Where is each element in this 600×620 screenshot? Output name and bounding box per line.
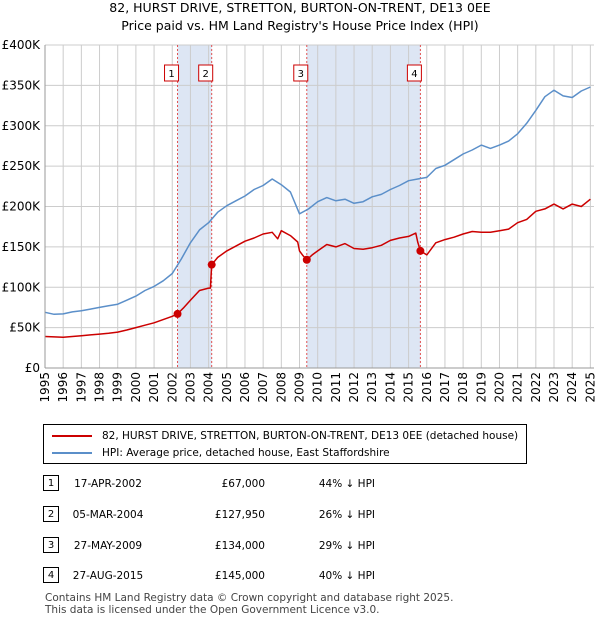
x-tick-label: 2019 xyxy=(474,372,488,403)
x-tick-label: 2020 xyxy=(492,372,506,403)
transaction-hpi: 40% ↓ HPI xyxy=(318,570,375,582)
sale-label-box xyxy=(198,64,214,82)
y-tick-label: £150K xyxy=(2,240,42,254)
sale-marker xyxy=(173,309,182,318)
x-tick-label: 2023 xyxy=(547,372,561,403)
gridlines xyxy=(44,44,594,369)
x-tick-label: 2012 xyxy=(347,372,361,403)
x-tick-label: 2006 xyxy=(238,372,252,403)
sale-label: 2 xyxy=(203,69,209,80)
sale-marker xyxy=(416,246,425,255)
sale-label: 1 xyxy=(168,69,174,80)
transaction-date: 05-MAR-2004 xyxy=(72,509,144,521)
x-tick-label: 2021 xyxy=(511,372,525,403)
transaction-date: 27-MAY-2009 xyxy=(73,540,143,552)
x-tick-label: 2013 xyxy=(365,372,379,403)
transaction-number: 1 xyxy=(43,475,59,491)
sale-label-box xyxy=(164,64,180,82)
sale-labels: 1 2 3 4 xyxy=(164,64,422,82)
x-tick-label: 2011 xyxy=(329,372,343,403)
legend-label-hpi: HPI: Average price, detached house, East… xyxy=(102,447,390,459)
footer-copyright: Contains HM Land Registry data © Crown c… xyxy=(45,592,454,604)
y-tick-label: £250K xyxy=(2,159,42,173)
sale-marker xyxy=(207,260,216,269)
x-tick-label: 2024 xyxy=(565,372,579,403)
axes: £0 £50K £100K £150K £200K £250K £300K £350K £400… xyxy=(2,38,598,403)
transaction-number: 2 xyxy=(43,506,59,522)
y-tick-label: £50K xyxy=(9,321,41,335)
y-tick-label: £0 xyxy=(25,361,40,375)
transaction-row: 2 05-MAR-2004 £127,950 26% ↓ HPI xyxy=(0,506,600,526)
transaction-number: 3 xyxy=(43,537,59,553)
y-tick-label: £300K xyxy=(2,119,42,133)
legend-swatch-red xyxy=(52,435,92,437)
sale-label-box xyxy=(293,64,309,82)
sale-label-box xyxy=(406,64,422,82)
sale-marker xyxy=(302,255,311,264)
sale-label: 4 xyxy=(411,69,417,80)
x-tick-label: 2009 xyxy=(293,372,307,403)
transaction-price: £67,000 xyxy=(221,478,265,490)
legend-item-property: 82, HURST DRIVE, STRETTON, BURTON-ON-TRE… xyxy=(52,428,518,444)
y-tick-label: £350K xyxy=(2,78,42,92)
transaction-price: £145,000 xyxy=(214,570,265,582)
x-tick-label: 2016 xyxy=(420,372,434,403)
y-tick-label: £400K xyxy=(2,38,42,52)
x-tick-label: 2003 xyxy=(183,372,197,403)
transaction-hpi: 26% ↓ HPI xyxy=(318,509,375,521)
transaction-row: 1 17-APR-2002 £67,000 44% ↓ HPI xyxy=(0,475,600,495)
transaction-row: 4 27-AUG-2015 £145,000 40% ↓ HPI xyxy=(0,567,600,587)
legend-swatch-blue xyxy=(52,452,92,454)
x-tick-label: 1996 xyxy=(56,372,70,403)
transaction-price: £127,950 xyxy=(214,509,265,521)
x-tick-label: 2018 xyxy=(456,372,470,403)
transaction-hpi: 29% ↓ HPI xyxy=(318,540,375,552)
footer-license: This data is licensed under the Open Gov… xyxy=(45,604,380,616)
transaction-price: £134,000 xyxy=(214,540,265,552)
x-tick-label: 2005 xyxy=(220,372,234,403)
transaction-row: 3 27-MAY-2009 £134,000 29% ↓ HPI xyxy=(0,537,600,557)
x-tick-label: 1998 xyxy=(93,372,107,403)
x-tick-label: 2002 xyxy=(165,372,179,403)
sale-markers xyxy=(173,246,425,318)
legend-item-hpi: HPI: Average price, detached house, East… xyxy=(52,445,390,461)
sale-label: 3 xyxy=(298,69,304,80)
x-tick-label: 2017 xyxy=(438,372,452,403)
transaction-date: 17-APR-2002 xyxy=(74,478,142,490)
x-tick-label: 1997 xyxy=(74,372,88,403)
x-tick-label: 2000 xyxy=(129,372,143,403)
y-tick-label: £200K xyxy=(2,200,42,214)
x-tick-label: 1999 xyxy=(111,372,125,403)
price-chart: 1 2 3 4 £0 £50K £100K £150K £200K £250K £300K £350… xyxy=(2,38,598,403)
chart-title: 82, HURST DRIVE, STRETTON, BURTON-ON-TRE… xyxy=(109,0,491,15)
x-tick-label: 2015 xyxy=(402,372,416,403)
legend-label-property: 82, HURST DRIVE, STRETTON, BURTON-ON-TRE… xyxy=(102,430,519,442)
x-tick-label: 1995 xyxy=(38,372,52,403)
x-tick-label: 2008 xyxy=(274,372,288,403)
sale-vlines xyxy=(177,45,421,368)
transaction-hpi: 44% ↓ HPI xyxy=(318,478,375,490)
hpi-line xyxy=(44,86,591,316)
transaction-date: 27-AUG-2015 xyxy=(72,570,144,582)
x-tick-label: 2014 xyxy=(383,372,397,403)
y-tick-label: £100K xyxy=(2,280,42,294)
chart-subtitle: Price paid vs. HM Land Registry's House … xyxy=(121,18,479,33)
x-tick-label: 2025 xyxy=(583,372,597,403)
legend: 82, HURST DRIVE, STRETTON, BURTON-ON-TRE… xyxy=(43,424,527,464)
x-tick-label: 2004 xyxy=(202,372,216,403)
transaction-number: 4 xyxy=(43,567,59,583)
x-tick-label: 2022 xyxy=(529,372,543,403)
x-tick-label: 2010 xyxy=(311,372,325,403)
x-tick-label: 2007 xyxy=(256,372,270,403)
x-tick-label: 2001 xyxy=(147,372,161,403)
